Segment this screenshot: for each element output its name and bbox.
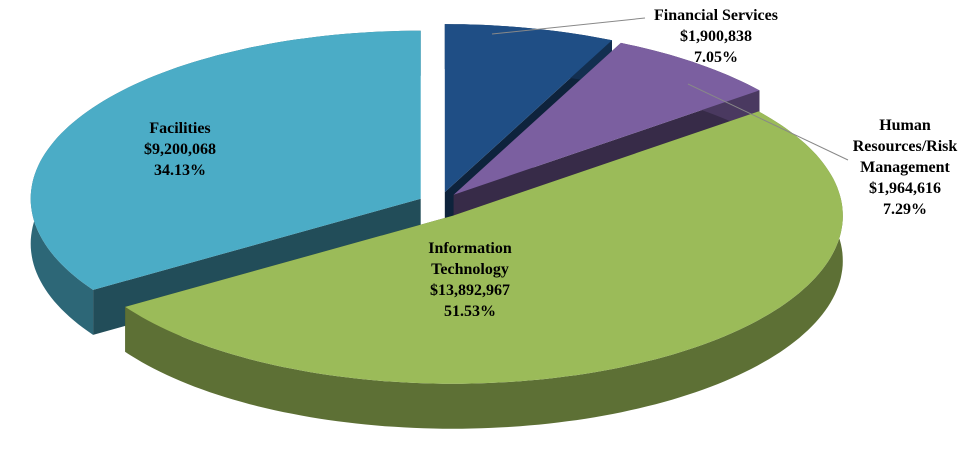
slice-value: 51.53% xyxy=(444,303,496,320)
slice-value: $13,892,967 xyxy=(430,282,510,299)
slice-value: $1,900,838 xyxy=(680,28,752,45)
slice-name: Facilities xyxy=(149,120,211,137)
slice-value: 7.05% xyxy=(694,49,738,66)
data-label: Facilities $9,200,068 34.13% xyxy=(90,118,270,181)
slice-name: Information Technology xyxy=(428,240,512,278)
data-label: Information Technology $13,892,967 51.53% xyxy=(390,238,550,322)
slice-top xyxy=(444,24,612,193)
slice xyxy=(125,111,843,429)
slice-top xyxy=(453,42,760,195)
slice-top xyxy=(30,30,421,290)
slice-value: $1,964,616 xyxy=(869,180,941,197)
leader-line xyxy=(687,83,849,161)
data-label: Human Resources/Risk Management $1,964,61… xyxy=(845,115,962,220)
slice-top xyxy=(125,111,843,384)
slice-value: 7.29% xyxy=(883,201,927,218)
leader-line xyxy=(491,17,646,35)
data-label: Financial Services $1,900,838 7.05% xyxy=(616,5,816,68)
slice-name: Human Resources/Risk Management xyxy=(852,117,958,176)
slice-name: Financial Services xyxy=(654,7,778,24)
slices xyxy=(30,24,843,429)
slice-value: 34.13% xyxy=(154,162,206,179)
slice-value: $9,200,068 xyxy=(144,141,216,158)
